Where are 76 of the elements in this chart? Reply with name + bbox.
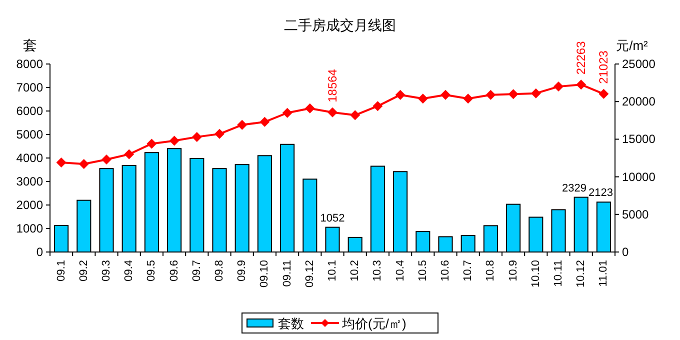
x-tick-label: 10.8 <box>484 260 497 282</box>
y-axis-title: 套 <box>23 37 37 53</box>
point <box>463 94 474 104</box>
y2-tick-label: 10000 <box>622 170 656 184</box>
y-tick-label: 6000 <box>16 104 44 118</box>
point <box>146 138 157 149</box>
y-tick-label: 5000 <box>16 128 44 142</box>
legend-label: 均价(元/㎡) <box>341 316 406 331</box>
y2-tick-label: 0 <box>622 245 629 259</box>
y-tick-label: 8000 <box>16 57 44 71</box>
point <box>440 90 450 100</box>
chart-title: 二手房成交月线图 <box>284 17 396 33</box>
x-tick-label: 09.9 <box>236 260 248 282</box>
x-tick-label: 10.2 <box>349 260 362 282</box>
y2-tick-label: 25000 <box>622 57 656 71</box>
x-tick-label: 09.12 <box>304 260 316 288</box>
data-label: 2329 <box>562 182 587 194</box>
point <box>260 116 270 127</box>
x-tick-label: 10.7 <box>462 260 474 282</box>
y-tick-label: 4000 <box>16 151 44 165</box>
x-tick-label: 09.5 <box>146 260 158 282</box>
point <box>530 88 541 98</box>
point <box>554 82 564 92</box>
x-tick-label: 10.11 <box>552 260 564 287</box>
data-label: 18564 <box>326 68 340 102</box>
x-tick-label: 10.10 <box>530 260 542 288</box>
y-tick-label: 0 <box>36 245 44 259</box>
point <box>486 90 496 100</box>
x-tick-label: 09.7 <box>190 260 203 282</box>
point <box>598 88 609 99</box>
data-label: 1052 <box>320 212 345 224</box>
y-tick-label: 7000 <box>16 80 44 94</box>
y2-tick-label: 20000 <box>622 94 656 109</box>
point <box>304 103 315 114</box>
y2-axis-title: 元/m² <box>616 38 649 53</box>
point <box>102 154 112 165</box>
point <box>418 94 428 104</box>
point <box>350 110 360 120</box>
data-label: 2123 <box>588 187 613 200</box>
y-tick-label: 1000 <box>16 222 44 236</box>
x-tick-label: 09.1 <box>55 260 68 282</box>
x-tick-label: 10.4 <box>394 260 406 282</box>
x-tick-label: 11.01 <box>598 260 610 287</box>
x-tick-label: 09.3 <box>100 260 112 282</box>
y-tick-label: 2000 <box>16 198 44 212</box>
point <box>372 101 383 112</box>
legend-label: 套数 <box>278 316 304 331</box>
point <box>576 80 586 90</box>
point <box>192 132 202 142</box>
point <box>169 136 180 146</box>
x-tick-label: 10.12 <box>575 260 588 288</box>
x-tick-label: 09.2 <box>78 260 90 282</box>
point <box>282 108 292 118</box>
point <box>395 90 406 100</box>
x-tick-label: 10.6 <box>440 260 452 282</box>
data-label: 21023 <box>596 50 611 84</box>
x-tick-label: 09.6 <box>168 260 180 282</box>
x-tick-label: 09.8 <box>214 260 226 282</box>
point <box>508 89 518 100</box>
point <box>78 159 89 170</box>
point <box>328 107 338 118</box>
point <box>237 120 248 130</box>
x-tick-label: 10.9 <box>507 260 520 282</box>
x-tick-label: 10.1 <box>326 260 338 282</box>
y2-tick-label: 5000 <box>622 207 650 222</box>
data-label: 22263 <box>574 40 588 75</box>
x-tick-label: 09.4 <box>123 260 136 282</box>
y-tick-label: 3000 <box>16 174 44 188</box>
x-tick-label: 10.3 <box>372 260 384 282</box>
x-tick-label: 09.11 <box>281 260 294 287</box>
point <box>124 149 134 160</box>
point <box>214 128 224 139</box>
y2-tick-label: 15000 <box>622 132 656 146</box>
point <box>56 158 66 168</box>
x-tick-label: 10.5 <box>416 260 429 282</box>
x-tick-label: 09.10 <box>258 260 271 288</box>
